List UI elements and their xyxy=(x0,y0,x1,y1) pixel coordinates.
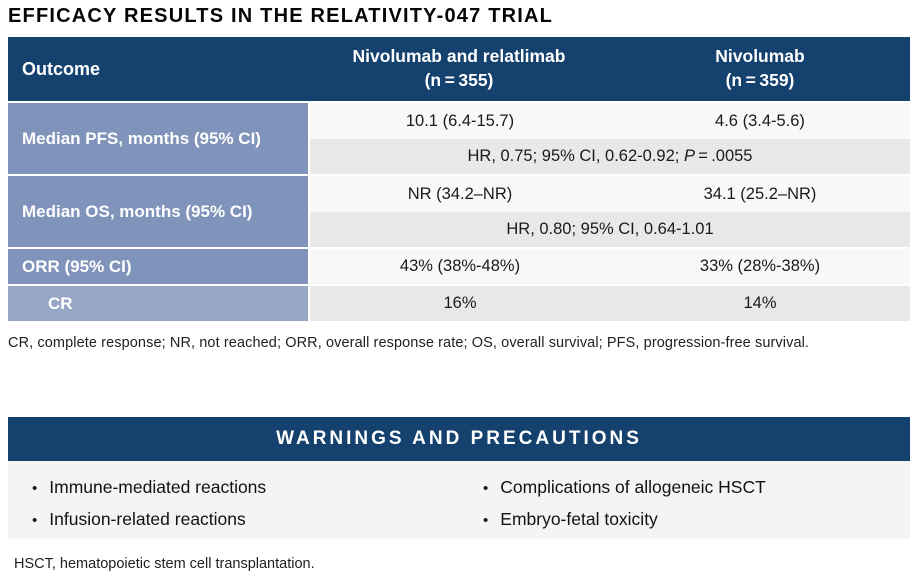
header-arm2-n: (n = 359) xyxy=(725,70,795,90)
pfs-hr-text: HR, 0.75; 95% CI, 0.62-0.92; P = .0055 xyxy=(310,147,910,166)
row-values-orr: 43% (38%-48%) 33% (28%-38%) xyxy=(310,249,910,284)
row-values-cr: 16% 14% xyxy=(310,286,910,321)
row-cr: CR 16% 14% xyxy=(8,286,910,321)
os-hr-text: HR, 0.80; 95% CI, 0.64-1.01 xyxy=(506,220,714,238)
pfs-hr-row: HR, 0.75; 95% CI, 0.62-0.92; P = .0055 xyxy=(310,139,910,174)
efficacy-table: Outcome Nivolumab and relatlimab (n = 35… xyxy=(8,37,910,321)
cr-arm2-value: 14% xyxy=(743,294,777,312)
row-median-os: Median OS, months (95% CI) NR (34.2–NR) … xyxy=(8,176,910,247)
orr-arm2-value: 33% (28%-38%) xyxy=(699,257,821,275)
list-item: • Infusion-related reactions xyxy=(32,504,459,536)
row-orr: ORR (95% CI) 43% (38%-48%) 33% (28%-38%) xyxy=(8,249,910,284)
header-arm2: Nivolumab (n = 359) xyxy=(610,37,910,101)
row-label-os: Median OS, months (95% CI) xyxy=(8,176,308,247)
warning-text: Infusion-related reactions xyxy=(49,509,246,529)
row-values-pfs: 10.1 (6.4-15.7) 4.6 (3.4-5.6) HR, 0.75; … xyxy=(310,103,910,174)
os-values-row: NR (34.2–NR) 34.1 (25.2–NR) xyxy=(310,176,910,212)
os-arm1-value: NR (34.2–NR) xyxy=(407,184,513,203)
warning-text: Complications of allogeneic HSCT xyxy=(500,477,766,497)
header-outcome: Outcome xyxy=(22,58,101,79)
pfs-p-label: P xyxy=(683,147,695,165)
orr-arm1-value: 43% (38%-48%) xyxy=(399,257,521,275)
row-label-orr: ORR (95% CI) xyxy=(8,249,308,284)
header-arm1: Nivolumab and relatlimab (n = 355) xyxy=(308,37,610,101)
bullet-icon: • xyxy=(483,512,489,529)
warnings-title: WARNINGS AND PRECAUTIONS xyxy=(8,417,910,461)
bullet-icon: • xyxy=(32,512,38,529)
warnings-footnote: HSCT, hematopoietic stem cell transplant… xyxy=(14,556,315,572)
header-arm1-name: Nivolumab and relatlimab xyxy=(352,46,566,67)
orr-values-row: 43% (38%-48%) 33% (28%-38%) xyxy=(310,249,910,284)
os-hr-row: HR, 0.80; 95% CI, 0.64-1.01 xyxy=(310,212,910,247)
warnings-section: WARNINGS AND PRECAUTIONS • Immune-mediate… xyxy=(8,417,910,572)
pfs-values-row: 10.1 (6.4-15.7) 4.6 (3.4-5.6) xyxy=(310,103,910,139)
cr-arm1-value: 16% xyxy=(443,294,477,312)
row-label-cr: CR xyxy=(8,286,308,321)
pfs-arm1-value: 10.1 (6.4-15.7) xyxy=(405,111,515,130)
list-item: • Complications of allogeneic HSCT xyxy=(483,472,910,504)
header-arm1-n: (n = 355) xyxy=(424,70,494,90)
warnings-bullet-panel: • Immune-mediated reactions • Infusion-rel… xyxy=(8,461,910,539)
pfs-p-value: = .0055 xyxy=(694,147,753,165)
page-title: EFFICACY RESULTS IN THE RELATIVITY-047 T… xyxy=(8,5,554,27)
list-item: • Embryo-fetal toxicity xyxy=(483,504,910,536)
warnings-list-left: • Immune-mediated reactions • Infusion-rel… xyxy=(8,472,459,539)
os-arm2-value: 34.1 (25.2–NR) xyxy=(703,184,817,203)
cr-values-row: 16% 14% xyxy=(310,286,910,321)
header-arm2-name: Nivolumab xyxy=(715,46,805,67)
row-median-pfs: Median PFS, months (95% CI) 10.1 (6.4-15… xyxy=(8,103,910,174)
warning-text: Embryo-fetal toxicity xyxy=(500,509,658,529)
warnings-list-right: • Complications of allogeneic HSCT • Embry… xyxy=(459,472,910,539)
warning-text: Immune-mediated reactions xyxy=(49,477,267,497)
efficacy-table-footnote: CR, complete response; NR, not reached; … xyxy=(8,335,810,351)
row-values-os: NR (34.2–NR) 34.1 (25.2–NR) HR, 0.80; 95… xyxy=(310,176,910,247)
pfs-arm2-value: 4.6 (3.4-5.6) xyxy=(715,111,805,130)
row-label-pfs: Median PFS, months (95% CI) xyxy=(8,103,308,174)
pfs-hr-main: HR, 0.75; 95% CI, 0.62-0.92; xyxy=(467,147,684,165)
bullet-icon: • xyxy=(483,480,489,497)
bullet-icon: • xyxy=(32,480,38,497)
list-item: • Immune-mediated reactions xyxy=(32,472,459,504)
efficacy-table-header: Outcome Nivolumab and relatlimab (n = 35… xyxy=(8,37,910,101)
